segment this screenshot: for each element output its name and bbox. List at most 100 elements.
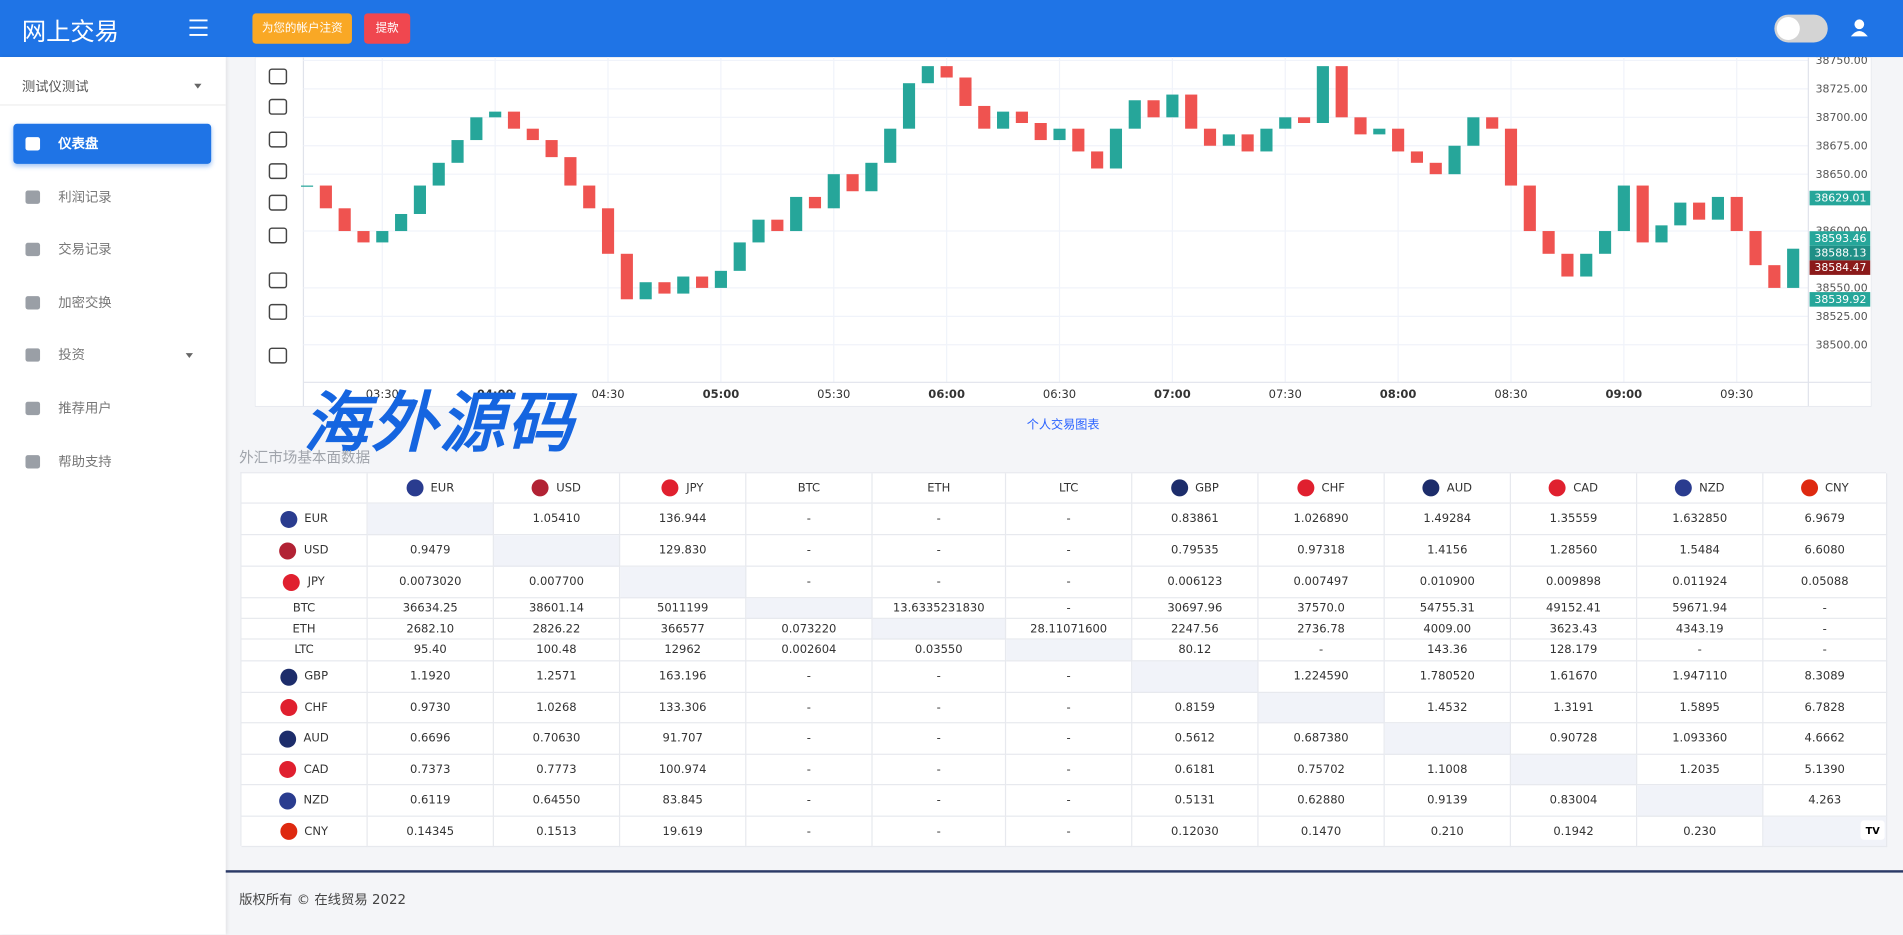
cell: 0.9479 (367, 535, 494, 567)
candle (1410, 151, 1424, 163)
candle (451, 140, 464, 163)
cell: 0.687380 (1258, 723, 1385, 755)
candle (733, 242, 746, 271)
menu-toggle[interactable] (189, 19, 208, 36)
cell: 6.7828 (1763, 692, 1888, 724)
cell: 1.3191 (1510, 692, 1638, 724)
cell: 0.006123 (1132, 566, 1259, 599)
menu-item[interactable]: 仪表盘 (13, 123, 212, 164)
cell: - (1006, 661, 1133, 693)
candle (1166, 94, 1179, 118)
price-label-box (1809, 231, 1871, 246)
menu-item[interactable]: 利润记录 (13, 177, 211, 217)
price-label: 38629.01 (1809, 190, 1871, 206)
y-tick-label: 38675.00 (1816, 139, 1868, 152)
cell: 54755.31 (1384, 598, 1511, 619)
y-tick-label: 38750.00 (1816, 57, 1868, 67)
cell: 6.9679 (1763, 503, 1888, 536)
candle (1316, 66, 1329, 124)
cell: GBP (1132, 473, 1259, 504)
trading-chart: 38750.00 38725.00 38700.00 38675.00 38650.00… (254, 57, 1872, 407)
sidebar: 测试仪测试 仪表盘利润记录交易记录加密交换投资推荐用户帮助支持 (0, 57, 226, 935)
candle (790, 196, 803, 232)
cell: 128.179 (1510, 639, 1638, 662)
cell: 0.5131 (1132, 785, 1259, 817)
menu-item[interactable]: 加密交换 (13, 283, 211, 323)
theme-toggle[interactable] (1774, 14, 1828, 43)
cell: - (872, 754, 1007, 786)
price-label: 38593.46 (1809, 231, 1871, 246)
currency: BTC (292, 601, 316, 615)
deposit-button[interactable]: 为您的帐户注资 (252, 13, 352, 44)
menu-item[interactable]: 帮助支持 (13, 442, 211, 482)
flag (1422, 479, 1440, 497)
cell: CHF (241, 692, 368, 724)
x-tick-label: 09:30 (1720, 387, 1753, 401)
cell: - (1006, 754, 1133, 786)
cell: 1.1008 (1384, 754, 1511, 786)
x-tick-label: 04:30 (591, 387, 624, 401)
flag (280, 699, 298, 717)
flag (279, 730, 297, 748)
menu-label: 推荐用户 (58, 400, 112, 417)
cell: 0.010900 (1384, 566, 1511, 599)
cell: 5.1390 (1763, 754, 1888, 786)
menu-label: 利润记录 (58, 189, 112, 206)
cell: 0.9139 (1384, 785, 1511, 817)
cell: JPY (620, 473, 747, 504)
cell: AUD (1384, 473, 1511, 504)
cell: GBP (241, 661, 368, 693)
cell: 1.35559 (1510, 503, 1638, 536)
candle (601, 208, 615, 254)
cell: 0.03550 (872, 639, 1007, 662)
currency: AUD (1446, 481, 1473, 495)
price-label-box (1809, 190, 1871, 206)
candle (545, 140, 558, 158)
cell: USD (241, 535, 368, 567)
candle (846, 174, 859, 192)
price-label-text: 38629.01 (1814, 192, 1866, 205)
menu-item[interactable]: 交易记录 (13, 229, 211, 269)
currency: NZD (303, 793, 329, 808)
cell: 0.011924 (1637, 566, 1764, 599)
toggle-knob (1776, 16, 1800, 41)
cell: - (746, 661, 873, 693)
candle (1203, 128, 1217, 146)
menu-item[interactable]: 投资 (13, 335, 211, 375)
chart-caption[interactable]: 个人交易图表 (1026, 418, 1100, 433)
cell: 2247.56 (1132, 618, 1259, 640)
cell: 0.75702 (1258, 754, 1385, 786)
cell: 0.6696 (367, 723, 494, 755)
cell (872, 618, 1007, 640)
cell: 366577 (620, 618, 747, 640)
menu-icon (25, 296, 41, 310)
cell: 136.944 (620, 503, 747, 536)
menu-label: 帮助支持 (58, 453, 112, 470)
candle (1693, 202, 1706, 220)
cell: 1.2035 (1637, 754, 1764, 786)
cell: 0.7373 (367, 754, 494, 786)
watermark: 海外源码 (303, 383, 576, 462)
cell: 4343.19 (1637, 618, 1764, 640)
cell: 0.009898 (1510, 566, 1638, 599)
cell: 0.83861 (1132, 503, 1259, 536)
withdraw-button[interactable]: 提款 (364, 13, 411, 44)
price-label-text: 38593.46 (1814, 232, 1866, 245)
tool-icon (268, 303, 288, 320)
cell: 0.6181 (1132, 754, 1259, 786)
cell: 129.830 (620, 535, 747, 567)
menu-icon (25, 455, 41, 469)
candle (507, 111, 521, 129)
candle (470, 117, 483, 141)
candle (1222, 134, 1235, 146)
logo[interactable]: 网上交易 (21, 16, 119, 47)
table-title: 外汇市场基本面数据 (239, 449, 371, 467)
cell: 1.4156 (1384, 535, 1511, 567)
user-icon[interactable] (1850, 18, 1869, 37)
cell: - (1763, 618, 1888, 640)
user-name[interactable]: 测试仪测试 (21, 78, 89, 95)
candle (526, 128, 539, 141)
menu-item[interactable]: 推荐用户 (13, 388, 211, 428)
cell: - (1637, 639, 1764, 662)
